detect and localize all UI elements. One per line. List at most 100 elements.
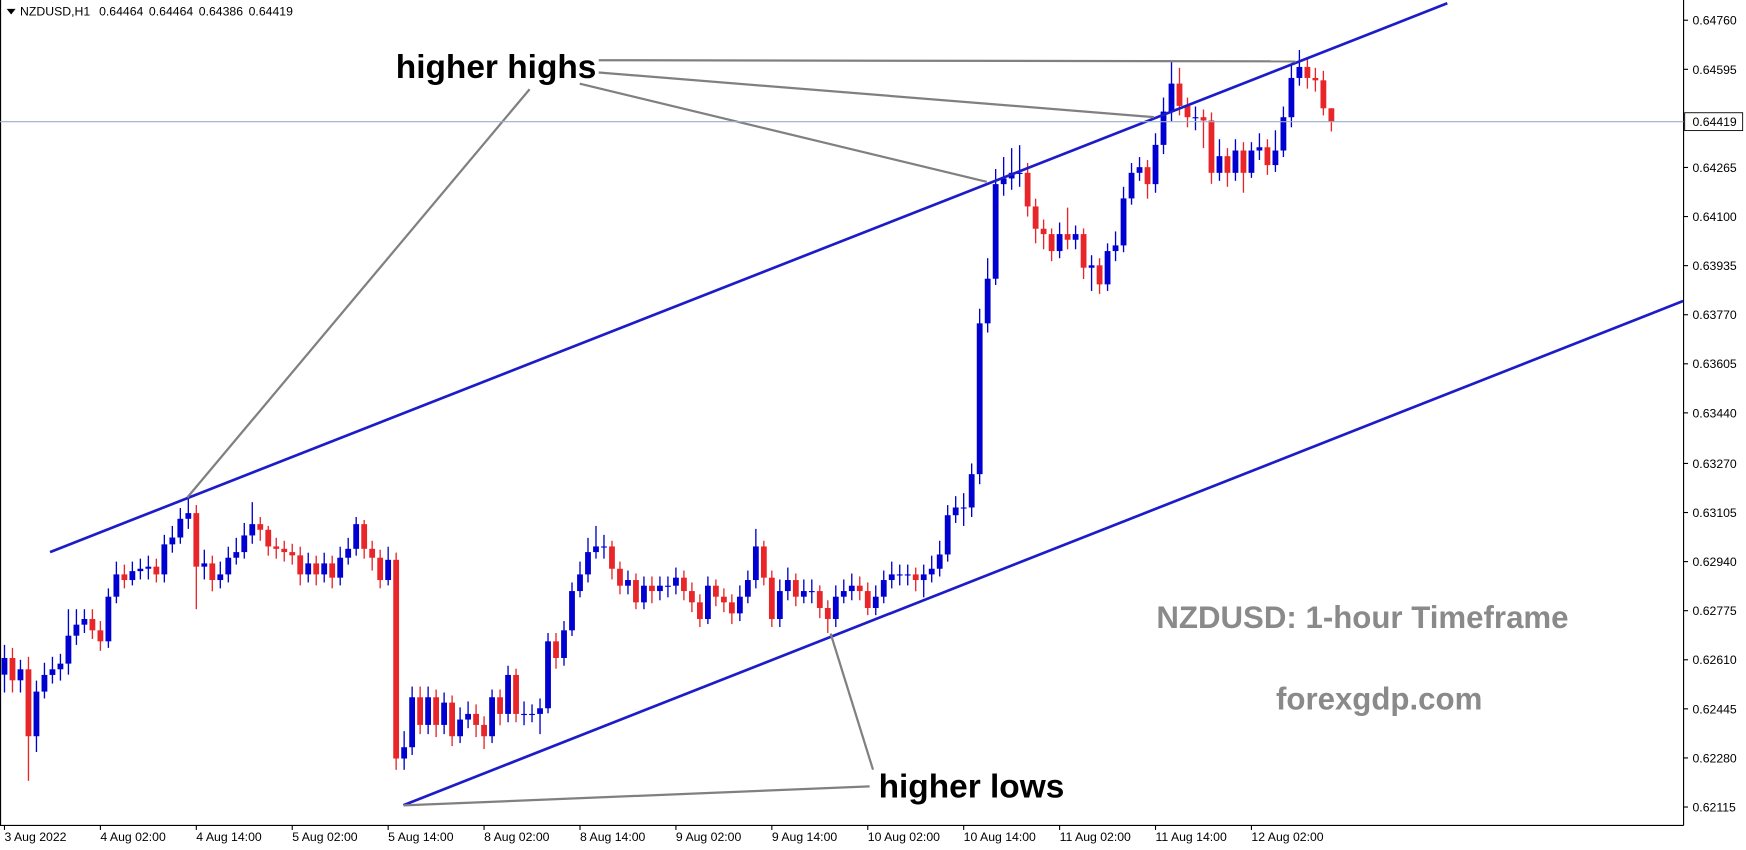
candle-body: [904, 574, 911, 576]
y-tick-label: 0.64265: [1692, 161, 1736, 175]
x-tick-label: 11 Aug 02:00: [1060, 830, 1131, 844]
source: forexgdp.com: [1276, 681, 1482, 716]
candle-body: [481, 724, 487, 737]
candle-body: [1144, 167, 1151, 185]
connector: [829, 633, 875, 771]
candle-body: [569, 591, 575, 631]
y-tick-label: 0.62610: [1692, 653, 1736, 667]
candle-body: [1080, 234, 1087, 268]
candle-body: [9, 657, 16, 681]
candle-body: [289, 552, 296, 556]
candle-body: [968, 474, 975, 508]
candle-body: [1240, 150, 1247, 173]
candle-body: [313, 563, 320, 575]
x-tick-label: 10 Aug 02:00: [868, 830, 940, 844]
candle-body: [297, 555, 304, 575]
candle-body: [265, 529, 272, 547]
candle-body: [1, 657, 8, 675]
candle-body: [89, 619, 96, 631]
price-label: 0.64419: [1692, 115, 1736, 129]
candle-body: [760, 546, 767, 578]
candle-body: [952, 507, 959, 516]
candle-body: [377, 557, 384, 581]
candle-body: [217, 574, 224, 581]
x-tick-label: 3 Aug 2022: [4, 830, 66, 844]
candle-body: [1000, 178, 1007, 185]
candle-body: [960, 507, 967, 509]
candle-body: [33, 691, 40, 737]
connector: [598, 71, 1155, 119]
candle-body: [281, 548, 288, 553]
candle-body: [832, 596, 839, 620]
candle-body: [944, 515, 951, 555]
candle-body: [1064, 234, 1071, 240]
candle-body: [409, 697, 416, 748]
y-tick-label: 0.63440: [1692, 406, 1736, 420]
y-tick-label: 0.63105: [1692, 506, 1736, 520]
candle-body: [585, 552, 591, 575]
symbol: NZDUSD,H1: [20, 5, 90, 19]
y-tick-label: 0.63270: [1692, 457, 1736, 471]
candle-body: [641, 585, 647, 603]
candle-body: [1128, 172, 1135, 199]
connector: [579, 82, 987, 183]
candle-body: [816, 591, 823, 609]
candle-body: [1224, 156, 1231, 173]
candle-body: [49, 669, 56, 675]
candle-body: [169, 537, 176, 545]
x-tick-label: 5 Aug 02:00: [292, 830, 358, 844]
candle-body: [1328, 108, 1335, 122]
candle-body: [1096, 265, 1103, 285]
candle-body: [25, 669, 32, 737]
candle-body: [1320, 80, 1327, 109]
candle-body: [1192, 117, 1199, 119]
candle-body: [808, 591, 815, 593]
candle-body: [105, 596, 112, 642]
candle-body: [1296, 66, 1303, 78]
candle-body: [601, 546, 607, 548]
x-tick-label: 10 Aug 14:00: [964, 830, 1036, 844]
candle-body: [1056, 234, 1063, 252]
candle-body: [888, 574, 895, 581]
x-tick-label: 8 Aug 14:00: [580, 830, 646, 844]
candle-body: [441, 702, 448, 725]
candle-body: [529, 713, 535, 716]
candle-body: [201, 563, 208, 567]
candle-body: [137, 568, 144, 572]
candle-body: [433, 697, 440, 725]
candle-body: [417, 697, 424, 725]
candle-body: [1200, 117, 1207, 121]
candle-body: [425, 697, 432, 725]
candle-body: [513, 674, 519, 714]
candle-body: [920, 574, 927, 581]
candle-body: [1280, 117, 1287, 151]
y-tick-label: 0.62280: [1692, 751, 1736, 765]
candle-body: [553, 641, 559, 658]
candle-body: [928, 568, 935, 575]
y-tick-label: 0.62775: [1692, 604, 1736, 618]
candle-body: [681, 577, 687, 592]
candle-body: [97, 630, 104, 642]
y-tick-label: 0.64595: [1692, 63, 1736, 77]
candle-body: [121, 574, 128, 581]
candle-body: [577, 574, 583, 592]
x-tick-label: 11 Aug 14:00: [1156, 830, 1227, 844]
candle-body: [489, 697, 495, 737]
x-tick-label: 4 Aug 02:00: [100, 830, 166, 844]
candle-body: [1048, 234, 1055, 252]
y-tick-label: 0.64760: [1692, 14, 1736, 28]
plot: [1, 2, 1684, 807]
y-tick-label: 0.62115: [1692, 800, 1736, 814]
connector: [403, 785, 870, 807]
candle-body: [329, 563, 336, 578]
candle-body: [673, 577, 679, 586]
y-tick-label: 0.63935: [1692, 259, 1736, 273]
candle-body: [73, 624, 80, 636]
candle-body: [249, 524, 256, 536]
x-tick-label: 4 Aug 14:00: [196, 830, 262, 844]
candle-body: [593, 546, 599, 553]
candle-body: [1168, 83, 1175, 112]
candle-body: [649, 585, 655, 592]
x-tick-label: 9 Aug 02:00: [676, 830, 742, 844]
